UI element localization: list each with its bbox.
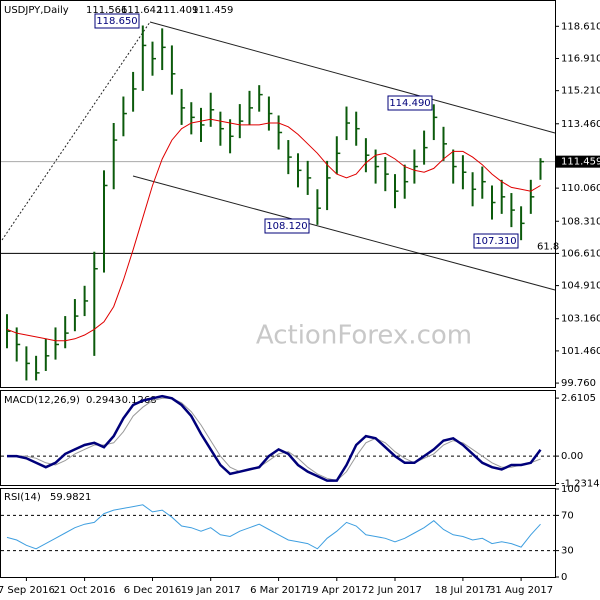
price-label: 114.490 [389,98,430,109]
frames [0,0,556,578]
trend-lines [1,21,556,291]
rsi-line [6,504,541,550]
macd-tick-label: -1.2314 [561,478,600,489]
rsi-tick-label: 30 [561,546,574,557]
price-label-box [264,218,310,234]
price-label-box [473,233,519,249]
price-label: 107.310 [475,236,516,247]
y-tick-label: 110.060 [561,183,600,194]
x-tick-label: 7 Sep 2016 [0,585,55,596]
x-tick-label: 2 Jun 2017 [368,585,422,596]
x-tick-label: 21 Oct 2016 [54,585,116,596]
fib-label: 61.8 [537,241,559,252]
y-tick-label: 108.310 [561,216,600,227]
watermark: ActionForex.com [256,321,472,351]
y-tick-label: 115.210 [561,86,600,97]
macd-tick-label: 0.00 [561,451,583,462]
rsi-tick-label: 70 [561,510,574,521]
rsi-tick-label: 100 [561,484,580,495]
y-tick-label: 118.610 [561,21,600,32]
y-tick-label: 113.460 [561,119,600,130]
last-price-label: 111.459 [561,157,600,168]
x-tick-label: 31 Aug 2017 [489,585,553,596]
x-tick-label: 18 Jul 2017 [435,585,492,596]
macd-frame [0,390,556,486]
y-tick-label: 116.910 [561,53,600,64]
x-tick-label: 19 Jan 2017 [181,585,241,596]
rsi-tick-label: 0 [561,572,567,583]
macd-signal-value: -0.1268 [118,395,157,406]
x-tick-label: 19 Apr 2017 [306,585,368,596]
y-tick-label: 103.160 [561,314,600,325]
y-tick-label: 106.610 [561,248,600,259]
y-tick-label: 104.910 [561,281,600,292]
x-tick-label: 6 Dec 2016 [124,585,182,596]
quote-open: 111.566 [86,5,127,16]
price-label: 118.650 [96,16,137,27]
x-tick-label: 6 Mar 2017 [250,585,307,596]
last-price-box [556,155,600,168]
price-label-box [94,13,140,29]
price-label-box [387,95,433,111]
trend-line [132,175,556,291]
rsi-value: 59.9821 [50,492,91,503]
rsi-frame [0,488,556,578]
macd-value: 0.2943 [86,395,121,406]
chart-title: USDJPY,Daily [4,5,69,16]
price-label: 108.120 [266,221,307,232]
macd-signal [7,397,541,482]
y-tick-label: 99.760 [561,378,596,389]
macd-title: MACD(12,26,9) [4,395,80,406]
rsi-title: RSI(14) [4,492,41,503]
price-frame [0,0,556,388]
quote-close: 111.459 [192,5,233,16]
quote-high: 111.642 [121,5,162,16]
moving-average [6,118,541,342]
quote-low: 111.409 [157,5,198,16]
y-tick-label: 101.460 [561,346,600,357]
trend-line [149,21,556,134]
macd-tick-label: 2.6105 [561,393,596,404]
macd-line [7,394,542,482]
